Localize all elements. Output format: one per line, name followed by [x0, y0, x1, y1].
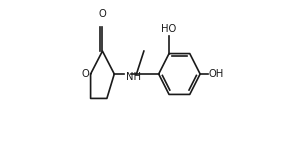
Text: NH: NH: [126, 72, 141, 82]
Text: O: O: [99, 9, 106, 19]
Text: OH: OH: [209, 69, 224, 79]
Text: HO: HO: [161, 24, 176, 34]
Text: O: O: [81, 69, 89, 79]
